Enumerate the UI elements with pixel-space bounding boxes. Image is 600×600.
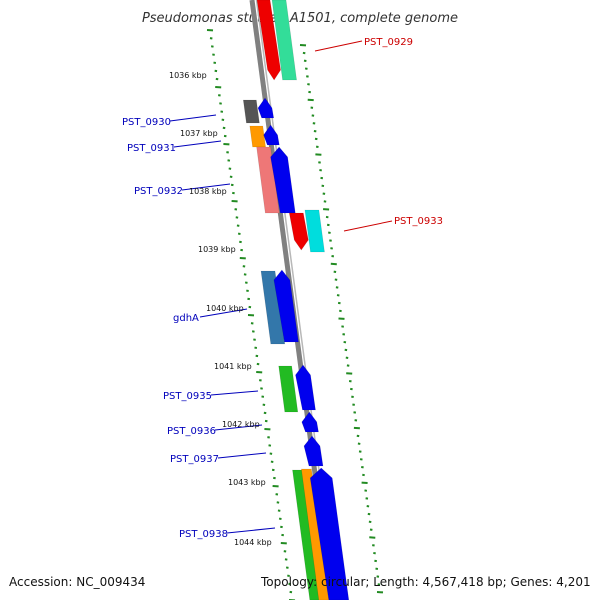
gene-block-0929-seagreen: [271, 0, 297, 81]
scale-label-0: 1036 kbp: [169, 71, 207, 80]
lbl-pst-0933-leader: [343, 220, 393, 232]
lbl-pst-0938-leader: [226, 527, 276, 534]
gene-block-0932-salmon: [256, 146, 280, 214]
scale-label-6: 1042 kbp: [222, 420, 260, 429]
gene-block-0931-blue: [263, 124, 280, 146]
lbl-pst-0930-leader: [169, 114, 217, 122]
map-title: Pseudomonas stutzeri A1501, complete gen…: [142, 11, 458, 26]
scale-label-3: 1039 kbp: [198, 245, 236, 254]
gene-labels: PST_0929 PST_0930 PST_0931 PST_0932 PST_0933…: [122, 37, 443, 540]
scale-label-5: 1041 kbp: [214, 362, 252, 371]
gene-block-gdha-blue: [273, 269, 299, 343]
lbl-pst-0929[interactable]: PST_0929: [364, 37, 413, 48]
scale-label-4: 1040 kbp: [206, 304, 244, 313]
scale-label-1: 1037 kbp: [180, 129, 218, 138]
gene-block-0938-orange: [301, 468, 330, 600]
scale-label-2: 1038 kbp: [189, 187, 227, 196]
lbl-pst-0931-leader: [173, 140, 222, 148]
gene-block-0930-blue: [257, 97, 275, 119]
lbl-pst-0932[interactable]: PST_0932: [134, 186, 183, 197]
lbl-pst-0929-leader: [314, 40, 363, 52]
label-leaders: [169, 40, 393, 534]
gene-block-0929-red: [256, 0, 281, 81]
scale-ticks: [206, 29, 384, 600]
gene-block-0933-cyan: [304, 209, 325, 253]
lbl-pst-0935[interactable]: PST_0935: [163, 391, 212, 402]
scale-labels: 1036 kbp 1037 kbp 1038 kbp 1039 kbp 1040 kbp…: [169, 71, 272, 547]
accession-text: Accession: NC_009434: [9, 575, 146, 589]
gene-block-gdha-steelblue: [260, 270, 286, 345]
gene-block-0938-green: [292, 469, 322, 600]
gene-block-0937-blue: [303, 435, 324, 467]
topology-text: Topology: circular; Length: 4,567,418 bp…: [261, 575, 591, 589]
gene-block-0931-orange: [249, 125, 266, 148]
lbl-pst-0933[interactable]: PST_0933: [394, 216, 443, 227]
lbl-pst-0931[interactable]: PST_0931: [127, 143, 176, 154]
lbl-pst-0937[interactable]: PST_0937: [170, 454, 219, 465]
lbl-gdha-leader: [199, 308, 248, 318]
scale-label-7: 1043 kbp: [228, 478, 266, 487]
gene-block-0932-blue: [270, 146, 296, 214]
gene-blocks: [242, 0, 350, 600]
lbl-pst-0936[interactable]: PST_0936: [167, 426, 216, 437]
lbl-gdha[interactable]: gdhA: [173, 313, 199, 324]
lbl-pst-0937-leader: [217, 452, 267, 459]
gene-block-0936-blue: [301, 411, 319, 433]
lbl-pst-0932-leader: [181, 183, 231, 191]
gene-block-0935-green: [278, 365, 299, 413]
gene-block-0930-gray: [242, 99, 260, 124]
lbl-pst-0935-leader: [210, 390, 259, 396]
lbl-pst-0930[interactable]: PST_0930: [122, 117, 171, 128]
lbl-pst-0936-leader: [214, 424, 263, 431]
scale-label-8: 1044 kbp: [234, 538, 272, 547]
gene-block-0935-blue: [295, 364, 316, 411]
lbl-pst-0938[interactable]: PST_0938: [179, 529, 228, 540]
gene-block-0938-blue: [309, 467, 350, 600]
gene-block-0933-red: [288, 212, 309, 251]
